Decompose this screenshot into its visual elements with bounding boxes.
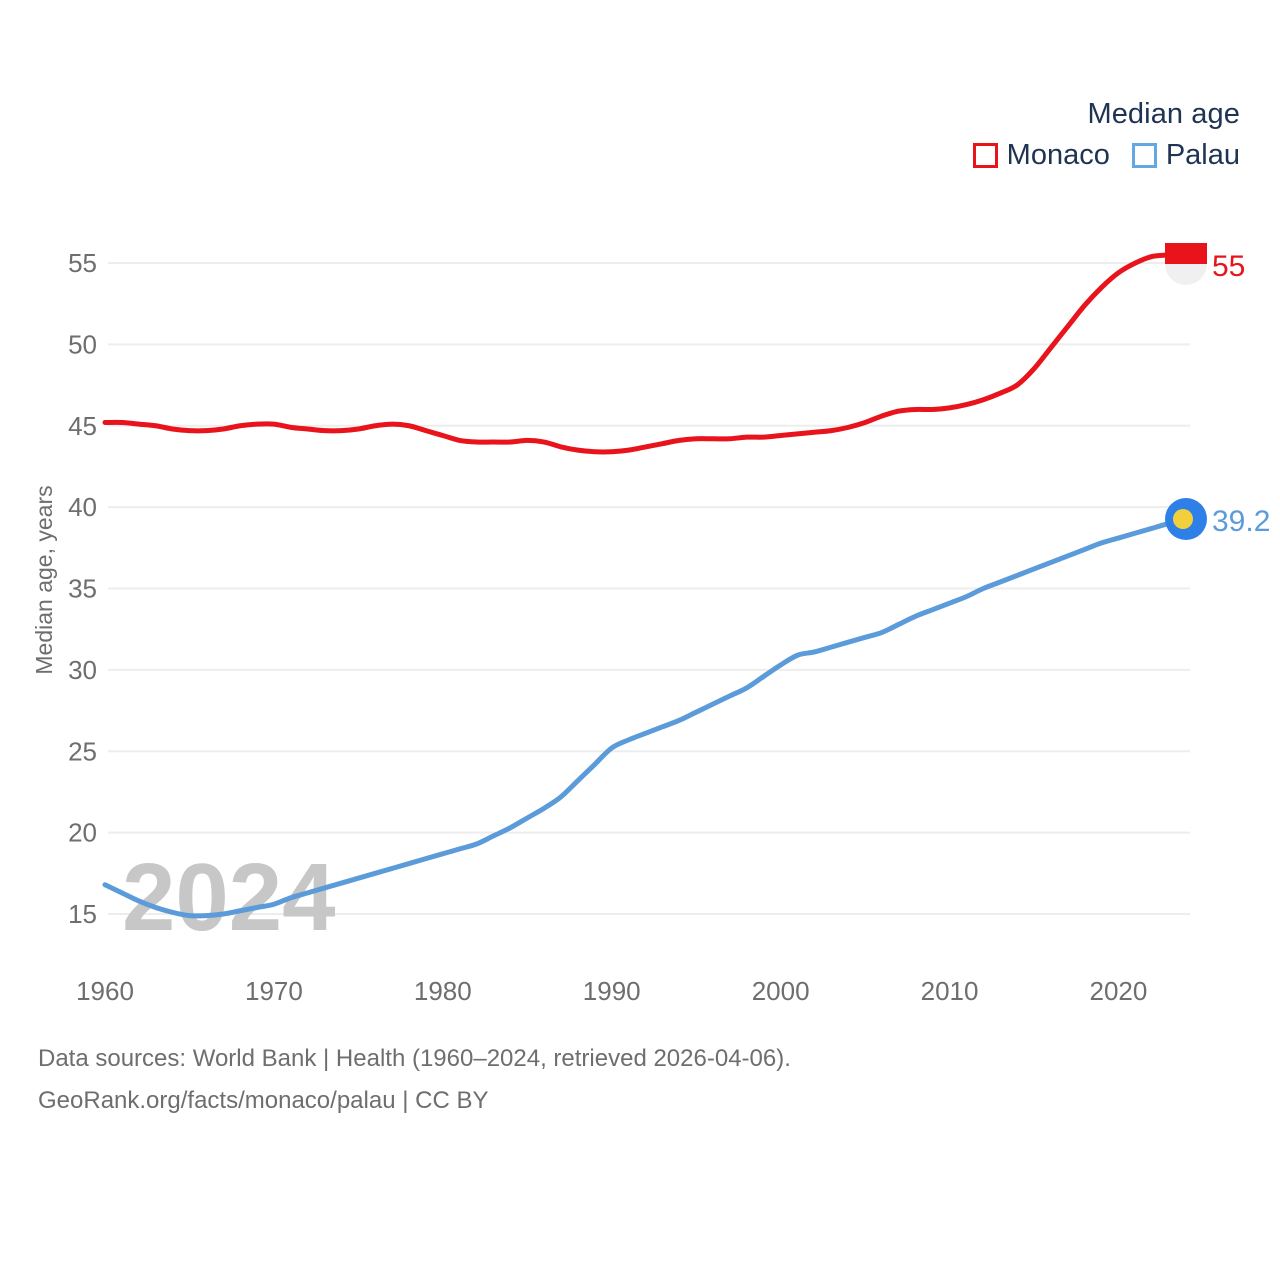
footer-line-sources: Data sources: World Bank | Health (1960–…	[38, 1045, 791, 1072]
y-axis-tick: 40	[68, 492, 97, 522]
year-watermark: 2024	[122, 844, 336, 951]
series-line-monaco	[102, 250, 1189, 455]
footer-attribution: Data sources: World Bank | Health (1960–…	[38, 1038, 791, 1122]
gridlines	[108, 262, 1190, 915]
x-axis-tick: 1980	[414, 976, 472, 1006]
x-axis-tick: 1990	[583, 976, 641, 1006]
end-label-palau: 39.2	[1212, 505, 1270, 538]
end-marker-palau-icon	[1165, 498, 1207, 540]
legend-swatch-monaco-icon	[972, 142, 998, 168]
legend-items: Monaco Palau	[972, 139, 1240, 171]
y-axis-tick: 35	[68, 574, 97, 604]
y-axis-tick: 50	[68, 329, 97, 359]
legend-label-monaco: Monaco	[1006, 139, 1110, 171]
x-axis-tick-labels: 1960 1970 1980 1990 2000 2010 2020	[76, 976, 1147, 1006]
footer-line-license: GeoRank.org/facts/monaco/palau | CC BY	[38, 1087, 489, 1114]
y-axis-tick: 20	[68, 818, 97, 848]
x-axis-tick: 2010	[921, 976, 979, 1006]
legend-title: Median age	[1087, 98, 1240, 130]
x-axis-tick: 1970	[245, 976, 303, 1006]
x-axis-tick: 1960	[76, 976, 134, 1006]
legend-swatch-palau-icon	[1131, 142, 1157, 168]
legend-label-palau: Palau	[1165, 139, 1240, 171]
end-marker-monaco-icon	[1165, 243, 1207, 285]
end-label-monaco: 55	[1212, 250, 1245, 283]
chart-legend: Median age Monaco Palau	[972, 96, 1240, 171]
y-axis-tick: 55	[68, 248, 97, 278]
y-axis-label: Median age, years	[31, 485, 57, 674]
y-axis-tick: 15	[68, 899, 97, 929]
series-line-palau	[102, 517, 1189, 919]
y-axis-tick: 30	[68, 655, 97, 685]
x-axis-tick: 2020	[1090, 976, 1148, 1006]
legend-item-monaco[interactable]: Monaco	[972, 139, 1110, 171]
y-axis-tick: 25	[68, 736, 97, 766]
legend-item-palau[interactable]: Palau	[1131, 139, 1240, 171]
x-axis-tick: 2000	[752, 976, 810, 1006]
y-axis-tick: 45	[68, 411, 97, 441]
y-axis-tick-labels: 15 20 25 30 35 40 45 50 55	[68, 248, 97, 929]
